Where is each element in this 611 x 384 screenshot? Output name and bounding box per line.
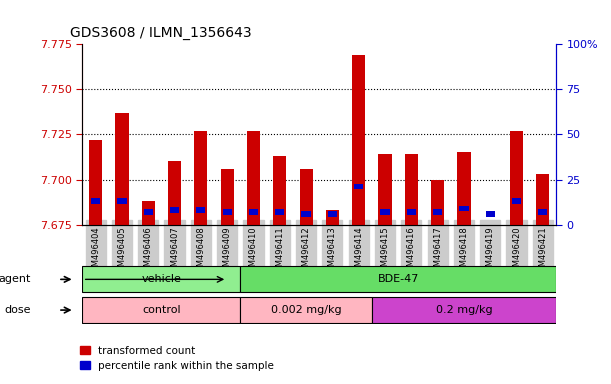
Text: control: control bbox=[142, 305, 181, 315]
Bar bbox=[433, 209, 442, 215]
Bar bbox=[538, 209, 547, 215]
Bar bbox=[273, 156, 287, 225]
Bar bbox=[407, 209, 416, 215]
Text: dose: dose bbox=[4, 305, 31, 315]
Bar bbox=[117, 199, 126, 204]
Text: GDS3608 / ILMN_1356643: GDS3608 / ILMN_1356643 bbox=[70, 26, 252, 40]
Bar bbox=[240, 297, 372, 323]
Bar bbox=[536, 174, 549, 225]
Bar bbox=[381, 209, 390, 215]
Bar bbox=[249, 209, 258, 215]
Bar bbox=[82, 297, 240, 323]
Bar bbox=[91, 199, 100, 204]
Bar bbox=[144, 209, 153, 215]
Bar bbox=[352, 55, 365, 225]
Bar bbox=[142, 201, 155, 225]
Bar bbox=[222, 209, 232, 215]
Bar bbox=[170, 207, 179, 213]
Text: vehicle: vehicle bbox=[142, 274, 181, 285]
Bar bbox=[301, 211, 311, 217]
Bar bbox=[89, 140, 102, 225]
Bar bbox=[247, 131, 260, 225]
Text: 0.002 mg/kg: 0.002 mg/kg bbox=[271, 305, 342, 315]
Bar bbox=[275, 209, 284, 215]
Bar bbox=[168, 161, 181, 225]
Bar bbox=[327, 211, 337, 217]
Legend: transformed count, percentile rank within the sample: transformed count, percentile rank withi… bbox=[76, 341, 279, 375]
Text: agent: agent bbox=[0, 274, 31, 285]
Bar bbox=[299, 169, 313, 225]
Bar bbox=[378, 154, 392, 225]
Bar bbox=[115, 113, 128, 225]
Bar bbox=[221, 169, 234, 225]
Bar bbox=[194, 131, 208, 225]
Bar bbox=[326, 210, 339, 225]
Bar bbox=[431, 179, 444, 225]
Bar bbox=[512, 199, 521, 204]
Bar bbox=[372, 297, 556, 323]
Bar bbox=[240, 266, 556, 292]
Text: BDE-47: BDE-47 bbox=[378, 274, 419, 285]
Bar bbox=[486, 211, 495, 217]
Bar bbox=[459, 206, 469, 211]
Bar bbox=[82, 266, 240, 292]
Bar bbox=[354, 184, 364, 189]
Bar bbox=[484, 225, 497, 230]
Bar bbox=[404, 154, 418, 225]
Text: 0.2 mg/kg: 0.2 mg/kg bbox=[436, 305, 492, 315]
Bar bbox=[458, 152, 470, 225]
Bar bbox=[196, 207, 205, 213]
Bar bbox=[510, 131, 523, 225]
